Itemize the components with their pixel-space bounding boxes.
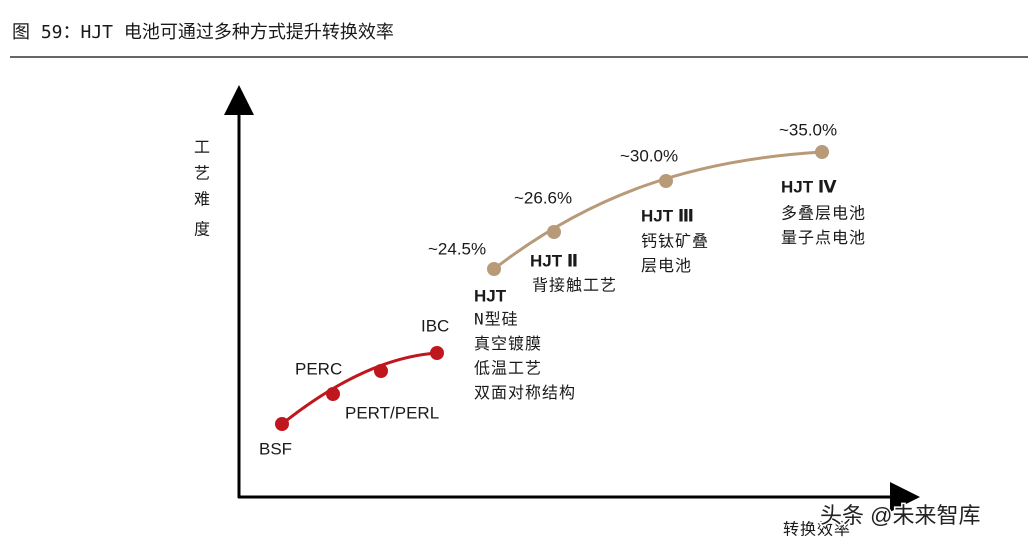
node-label: IBC — [421, 316, 449, 335]
node — [547, 225, 561, 239]
node-label: PERC — [295, 359, 342, 378]
efficiency-label: ~24.5% — [428, 239, 486, 258]
generation-name: HJT — [474, 286, 507, 305]
detail: 背接触工艺 — [532, 276, 617, 295]
red-curve — [281, 351, 438, 426]
detail: 钙钛矿叠 — [641, 232, 709, 251]
node — [326, 387, 340, 401]
detail: 双面对称结构 — [474, 383, 576, 402]
x-axis-label: 转换效率 — [783, 520, 851, 539]
node — [374, 364, 388, 378]
detail: N型硅 — [474, 310, 519, 329]
node — [430, 346, 444, 360]
detail: 量子点电池 — [781, 228, 866, 247]
detail: 真空镀膜 — [474, 334, 542, 353]
y-axis-label: 难 — [194, 190, 211, 209]
y-axis-label: 工 — [194, 138, 211, 157]
efficiency-label: ~30.0% — [620, 146, 678, 165]
y-axis-label: 艺 — [194, 164, 211, 183]
hjt-curve — [493, 150, 823, 271]
efficiency-label: ~35.0% — [779, 120, 837, 139]
efficiency-label: ~26.6% — [514, 188, 572, 207]
title: 图 59：HJT 电池可通过多种方式提升转换效率 — [12, 22, 394, 43]
node — [487, 262, 501, 276]
generation-name: HJT Ⅲ — [641, 206, 694, 225]
node — [275, 417, 289, 431]
y-axis-label: 度 — [194, 220, 211, 239]
node-label: PERT/PERL — [345, 403, 439, 422]
detail: 低温工艺 — [474, 359, 542, 378]
detail: 多叠层电池 — [781, 204, 866, 223]
node — [659, 174, 673, 188]
node — [815, 145, 829, 159]
node-label: BSF — [259, 439, 292, 458]
generation-name: HJT Ⅳ — [781, 177, 837, 196]
watermark: 头条 @未来智库 — [820, 503, 980, 528]
generation-name: HJT Ⅱ — [530, 251, 578, 270]
detail: 层电池 — [641, 256, 692, 275]
